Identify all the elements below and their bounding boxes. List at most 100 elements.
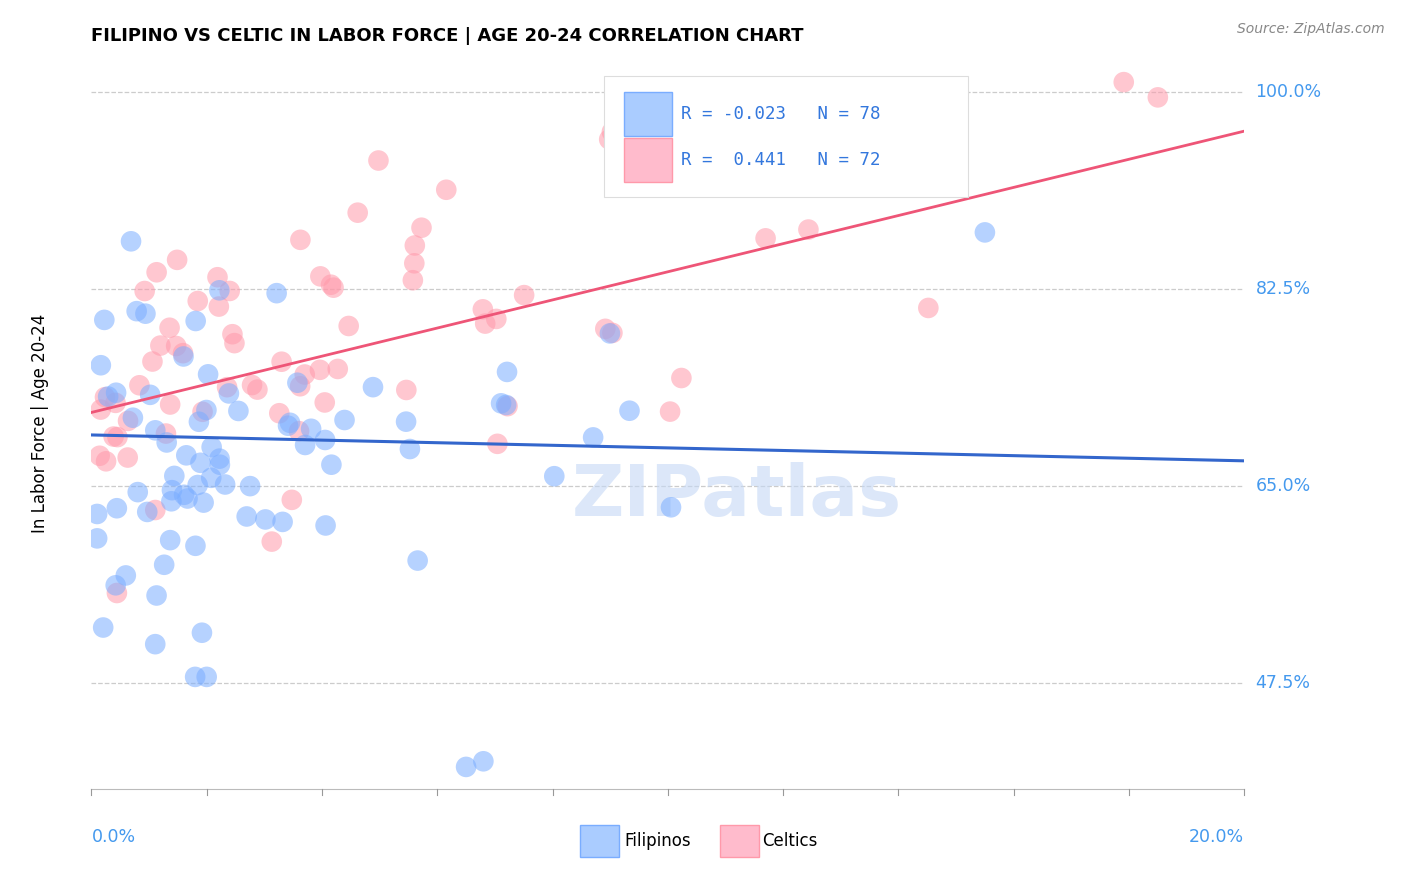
Point bbox=[176, 491, 198, 506]
Point bbox=[361, 380, 384, 394]
Point bbox=[94, 390, 117, 404]
Point bbox=[195, 670, 218, 684]
Point bbox=[104, 396, 127, 410]
Point bbox=[217, 380, 239, 394]
Point bbox=[260, 534, 283, 549]
Point bbox=[321, 458, 343, 472]
Point bbox=[474, 317, 496, 331]
Point bbox=[269, 406, 291, 420]
Point bbox=[595, 322, 617, 336]
Point bbox=[90, 402, 112, 417]
Point bbox=[86, 532, 108, 546]
Point bbox=[134, 307, 156, 321]
Point bbox=[143, 423, 166, 437]
Point bbox=[155, 426, 177, 441]
Point bbox=[471, 302, 494, 317]
Point bbox=[184, 314, 207, 328]
Point bbox=[94, 454, 117, 468]
Point bbox=[314, 395, 336, 409]
Point bbox=[114, 568, 136, 582]
Point bbox=[797, 222, 820, 236]
Text: 20.0%: 20.0% bbox=[1189, 829, 1244, 847]
Point bbox=[309, 269, 332, 284]
Point bbox=[143, 503, 166, 517]
Text: 0.0%: 0.0% bbox=[91, 829, 135, 847]
Point bbox=[160, 494, 183, 508]
Point bbox=[172, 346, 194, 360]
Text: 65.0%: 65.0% bbox=[1256, 476, 1310, 494]
Point bbox=[299, 422, 322, 436]
Point bbox=[314, 433, 336, 447]
Point bbox=[406, 553, 429, 567]
Point bbox=[235, 509, 257, 524]
Point bbox=[89, 449, 111, 463]
Point bbox=[200, 471, 222, 485]
Point bbox=[208, 458, 231, 472]
Point bbox=[582, 430, 605, 444]
Point bbox=[659, 404, 682, 418]
Point bbox=[208, 451, 231, 466]
Point bbox=[156, 435, 179, 450]
Point bbox=[346, 205, 368, 219]
Point bbox=[134, 284, 156, 298]
Text: 82.5%: 82.5% bbox=[1256, 280, 1310, 298]
Point bbox=[602, 326, 624, 340]
FancyBboxPatch shape bbox=[581, 825, 620, 857]
Point bbox=[127, 485, 149, 500]
Point bbox=[434, 183, 457, 197]
Text: Filipinos: Filipinos bbox=[624, 832, 690, 850]
Text: In Labor Force | Age 20-24: In Labor Force | Age 20-24 bbox=[31, 314, 49, 533]
Point bbox=[191, 405, 214, 419]
Point bbox=[755, 231, 778, 245]
Point bbox=[395, 415, 418, 429]
Point bbox=[659, 500, 682, 515]
Point bbox=[404, 238, 426, 252]
Point bbox=[197, 368, 219, 382]
Point bbox=[543, 469, 565, 483]
Point bbox=[208, 300, 231, 314]
Point bbox=[195, 403, 218, 417]
Point bbox=[224, 336, 246, 351]
Point bbox=[404, 256, 426, 270]
Point bbox=[125, 304, 148, 318]
Point bbox=[1112, 75, 1135, 89]
Point bbox=[91, 621, 114, 635]
Point bbox=[337, 318, 360, 333]
Point bbox=[495, 398, 517, 412]
Point bbox=[239, 479, 262, 493]
FancyBboxPatch shape bbox=[720, 825, 759, 857]
Point bbox=[93, 313, 115, 327]
Point bbox=[145, 589, 167, 603]
Point bbox=[294, 438, 316, 452]
Text: R =  0.441   N = 72: R = 0.441 N = 72 bbox=[681, 152, 880, 169]
Point bbox=[218, 284, 240, 298]
Point bbox=[288, 379, 311, 393]
Point bbox=[141, 354, 163, 368]
FancyBboxPatch shape bbox=[624, 93, 672, 136]
Point bbox=[496, 399, 519, 413]
Text: 47.5%: 47.5% bbox=[1256, 673, 1310, 691]
Point bbox=[333, 413, 356, 427]
Point bbox=[105, 501, 128, 516]
Point bbox=[367, 153, 389, 168]
Point bbox=[973, 226, 995, 240]
Point bbox=[145, 265, 167, 279]
Point bbox=[240, 378, 263, 392]
Point bbox=[271, 515, 294, 529]
Point bbox=[105, 385, 128, 400]
Point bbox=[104, 578, 127, 592]
Point bbox=[86, 507, 108, 521]
Point bbox=[208, 283, 231, 297]
Point bbox=[128, 378, 150, 392]
Text: FILIPINO VS CELTIC IN LABOR FORCE | AGE 20-24 CORRELATION CHART: FILIPINO VS CELTIC IN LABOR FORCE | AGE … bbox=[91, 28, 804, 45]
Point bbox=[187, 478, 209, 492]
Point bbox=[277, 418, 299, 433]
Point bbox=[184, 670, 207, 684]
Point bbox=[489, 396, 512, 410]
Point bbox=[159, 533, 181, 548]
Point bbox=[486, 437, 509, 451]
Text: 100.0%: 100.0% bbox=[1256, 83, 1322, 101]
Point bbox=[599, 326, 621, 341]
Point bbox=[326, 362, 349, 376]
Point bbox=[97, 390, 120, 404]
